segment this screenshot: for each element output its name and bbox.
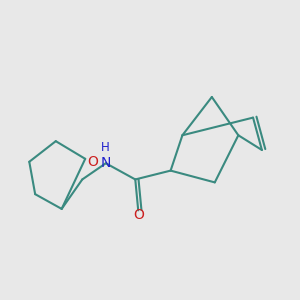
Text: N: N — [100, 156, 111, 170]
Text: H: H — [101, 141, 110, 154]
Text: O: O — [133, 208, 144, 222]
Text: O: O — [87, 155, 98, 169]
